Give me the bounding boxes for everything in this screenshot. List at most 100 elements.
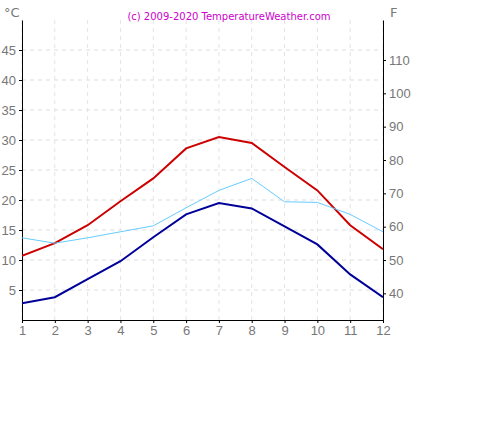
tick-mark xyxy=(383,160,386,161)
tick: 110 xyxy=(383,53,410,68)
grid-line xyxy=(153,20,154,320)
tick-label: 5 xyxy=(9,283,16,298)
tick: 90 xyxy=(383,119,403,134)
tick-mark xyxy=(19,170,22,171)
tick-label: 100 xyxy=(389,86,411,101)
grid-line xyxy=(317,20,318,320)
plot-area xyxy=(22,137,383,303)
tick: 7 xyxy=(216,320,223,338)
tick: 70 xyxy=(383,186,403,201)
grid-line xyxy=(22,260,383,261)
tick: 3 xyxy=(85,320,92,338)
grid-line xyxy=(22,170,383,171)
tick-mark xyxy=(19,290,22,291)
tick-label: 7 xyxy=(216,323,223,338)
tick-label: 40 xyxy=(2,73,16,88)
tick: 4 xyxy=(117,320,124,338)
chart: 1234567891011125101520253035404540506070… xyxy=(0,0,504,425)
tick-label: 3 xyxy=(85,323,92,338)
tick-mark xyxy=(383,293,386,294)
grid-line xyxy=(22,110,383,111)
tick-label: 70 xyxy=(389,186,403,201)
tick: 50 xyxy=(383,253,403,268)
tick-label: 11 xyxy=(344,323,358,338)
grid-line xyxy=(284,20,285,320)
tick: 80 xyxy=(383,153,403,168)
tick: 2 xyxy=(52,320,59,338)
tick-mark xyxy=(19,80,22,81)
tick: 45 xyxy=(2,43,22,58)
tick-mark xyxy=(383,127,386,128)
grid-line xyxy=(186,20,187,320)
series-line xyxy=(22,203,383,303)
tick: 9 xyxy=(281,320,288,338)
tick-label: 2 xyxy=(52,323,59,338)
tick: 5 xyxy=(150,320,157,338)
tick-mark xyxy=(383,193,386,194)
series-line xyxy=(22,137,383,256)
tick-mark xyxy=(383,260,386,261)
grid-line xyxy=(22,290,383,291)
axis-line xyxy=(383,21,384,321)
y2-axis: 40 50 60 70 80 90 100 110 xyxy=(383,21,411,321)
tick-mark xyxy=(19,50,22,51)
tick-label: 90 xyxy=(389,119,403,134)
series-line xyxy=(22,178,383,243)
grid-line xyxy=(251,20,252,320)
tick: 30 xyxy=(2,133,22,148)
tick-label: 60 xyxy=(389,219,403,234)
tick: 11 xyxy=(344,320,358,338)
grid-line xyxy=(120,20,121,320)
tick: 10 xyxy=(2,253,22,268)
tick-mark xyxy=(383,227,386,228)
tick-label: 35 xyxy=(2,103,16,118)
tick-label: 15 xyxy=(2,223,16,238)
y2-axis-label: F xyxy=(390,5,397,20)
axis-line xyxy=(23,320,384,321)
tick-label: 1 xyxy=(19,323,26,338)
grid-line xyxy=(87,20,88,320)
tick: 6 xyxy=(183,320,190,338)
tick: 20 xyxy=(2,193,22,208)
tick: 1 xyxy=(19,320,26,338)
y-axis: 5 10 15 20 25 30 35 40 45 xyxy=(2,21,23,321)
tick: 12 xyxy=(376,320,390,338)
title: (c) 2009-2020 TemperatureWeather.com xyxy=(127,11,330,22)
axis-line xyxy=(22,21,23,321)
grid xyxy=(22,20,383,320)
tick: 5 xyxy=(9,283,22,298)
y-axis-label: °C xyxy=(4,5,20,20)
tick: 40 xyxy=(2,73,22,88)
tick: 60 xyxy=(383,219,403,234)
tick-label: 110 xyxy=(389,53,410,68)
tick: 25 xyxy=(2,163,22,178)
tick-mark xyxy=(19,140,22,141)
tick-label: 4 xyxy=(117,323,124,338)
tick-label: 30 xyxy=(2,133,16,148)
tick-label: 50 xyxy=(389,253,403,268)
tick-label: 12 xyxy=(376,323,390,338)
tick: 35 xyxy=(2,103,22,118)
tick-mark xyxy=(19,200,22,201)
tick: 15 xyxy=(2,223,22,238)
tick-label: 10 xyxy=(2,253,16,268)
grid-line xyxy=(54,20,55,320)
grid-line xyxy=(22,50,383,51)
grid-line xyxy=(22,230,383,231)
tick: 40 xyxy=(383,286,403,301)
tick: 100 xyxy=(383,86,411,101)
tick-label: 8 xyxy=(249,323,256,338)
tick-mark xyxy=(383,60,386,61)
grid-line xyxy=(383,20,384,320)
tick-label: 6 xyxy=(183,323,190,338)
tick-mark xyxy=(19,110,22,111)
x-axis: 123456789101112 xyxy=(19,320,391,338)
tick-label: 40 xyxy=(389,286,403,301)
tick-mark xyxy=(383,93,386,94)
tick: 10 xyxy=(311,320,325,338)
grid-line xyxy=(22,80,383,81)
tick-mark xyxy=(19,230,22,231)
tick-label: 45 xyxy=(2,43,16,58)
tick-label: 5 xyxy=(150,323,157,338)
tick-label: 80 xyxy=(389,153,403,168)
